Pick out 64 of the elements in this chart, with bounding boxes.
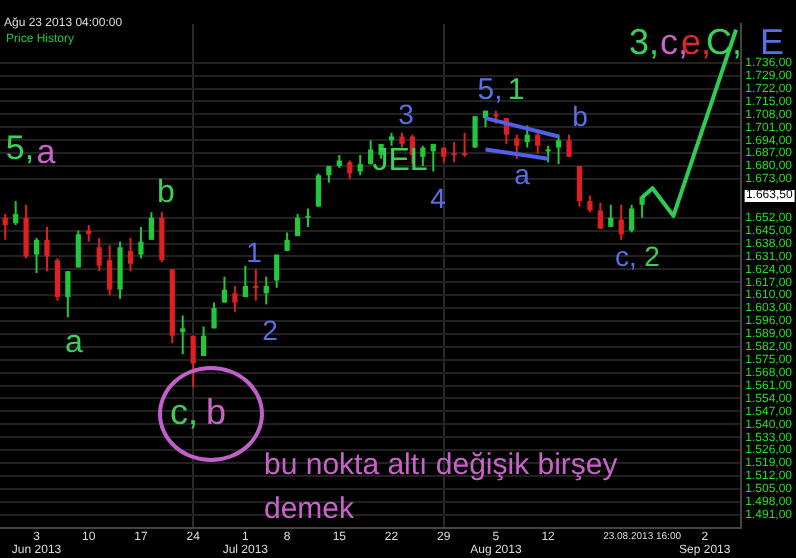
candlestick bbox=[524, 124, 530, 149]
candlestick bbox=[127, 236, 134, 273]
candlestick bbox=[2, 213, 8, 241]
candlestick bbox=[200, 325, 207, 358]
annotation: 2 bbox=[262, 314, 278, 346]
candlestick bbox=[315, 172, 322, 208]
candlestick bbox=[462, 131, 468, 158]
candlestick bbox=[75, 229, 81, 269]
annotation: 5, bbox=[5, 129, 35, 167]
annotation: 1 bbox=[246, 236, 262, 268]
candlestick bbox=[107, 244, 113, 297]
candlestick bbox=[242, 264, 248, 299]
candlestick bbox=[253, 268, 259, 302]
candlestick bbox=[597, 201, 603, 230]
candlestick bbox=[472, 115, 478, 149]
candlestick bbox=[221, 275, 228, 304]
candlestick bbox=[13, 200, 19, 227]
candlestick bbox=[148, 211, 154, 241]
candlestick bbox=[420, 144, 426, 168]
candlestick bbox=[347, 159, 353, 180]
candlestick bbox=[284, 231, 290, 252]
candlestick bbox=[96, 236, 102, 273]
candlestick bbox=[159, 211, 165, 263]
candlestick bbox=[117, 240, 123, 300]
candlestick bbox=[629, 203, 635, 234]
annotation: 3, bbox=[628, 22, 660, 62]
candlestick bbox=[618, 203, 624, 241]
candlestick bbox=[23, 203, 29, 260]
candlestick bbox=[555, 133, 562, 166]
annotation: 5, bbox=[477, 73, 503, 107]
annotation: c, bbox=[615, 240, 637, 272]
candlestick bbox=[566, 133, 572, 158]
annotation: 3 bbox=[398, 98, 414, 130]
candlestick bbox=[263, 275, 269, 306]
candlestick bbox=[232, 284, 238, 313]
annotation: c, bbox=[169, 392, 199, 432]
candlestick bbox=[180, 314, 186, 356]
candlestick bbox=[138, 225, 144, 260]
candlestick bbox=[514, 133, 520, 160]
candlestick bbox=[451, 141, 457, 164]
candlestick bbox=[576, 165, 583, 208]
candlestick bbox=[305, 207, 311, 228]
annotation: 1 bbox=[507, 73, 525, 107]
candlestick bbox=[430, 142, 436, 173]
candlestick bbox=[33, 236, 40, 275]
annotation: JEL bbox=[372, 144, 428, 178]
annotation: a bbox=[36, 133, 56, 171]
annotation: b bbox=[157, 176, 175, 210]
annotation: 4 bbox=[430, 182, 446, 214]
annotation: b bbox=[205, 392, 227, 432]
annotation: bu nokta altı değişik birşey demek bbox=[264, 446, 620, 530]
annotation: a bbox=[514, 158, 530, 190]
candlestick bbox=[274, 253, 280, 289]
annotation: 2 bbox=[644, 240, 660, 272]
annotation: b bbox=[572, 100, 588, 132]
candlestick bbox=[65, 270, 71, 319]
candlestick bbox=[357, 153, 363, 177]
annotation: a bbox=[65, 326, 83, 360]
candlestick bbox=[54, 257, 61, 302]
annotation: e, bbox=[681, 22, 711, 62]
candlestick bbox=[44, 225, 50, 273]
candlestick bbox=[190, 334, 196, 389]
candlestick bbox=[211, 301, 217, 330]
candlestick bbox=[608, 203, 614, 228]
